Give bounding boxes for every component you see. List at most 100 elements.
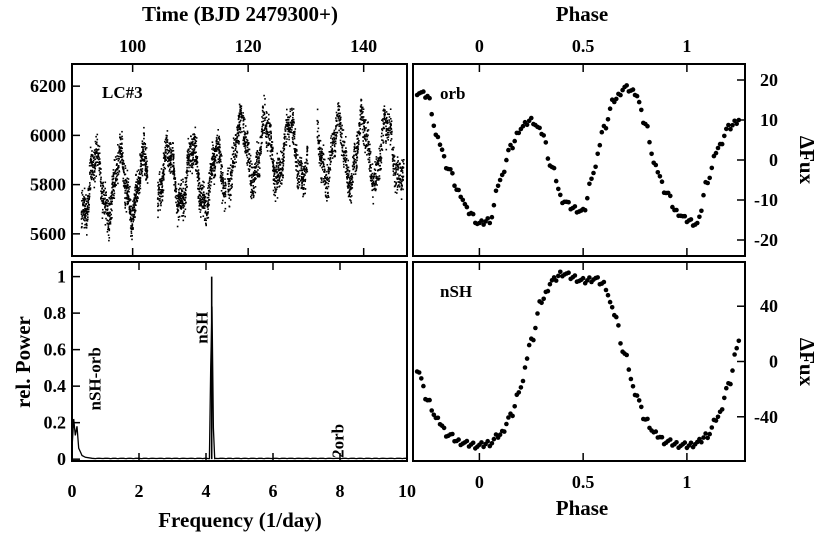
- lightcurve-point: [187, 154, 189, 157]
- lightcurve-point: [317, 148, 320, 150]
- lightcurve-point: [177, 206, 179, 208]
- lightcurve-point: [304, 178, 307, 181]
- orbital-phase-point: [456, 187, 461, 193]
- lightcurve-point: [277, 174, 280, 177]
- lightcurve-point: [220, 171, 222, 173]
- lightcurve-point: [288, 130, 291, 132]
- lightcurve-point: [179, 194, 182, 197]
- lightcurve-point: [215, 146, 217, 148]
- lightcurve-point: [341, 149, 344, 152]
- lightcurve-point: [232, 160, 234, 162]
- lightcurve-point: [273, 166, 275, 169]
- lightcurve-point: [132, 209, 134, 212]
- lightcurve-point: [371, 179, 373, 181]
- nsh-phase-point: [512, 404, 517, 409]
- lightcurve-point: [322, 162, 325, 165]
- lightcurve-point: [399, 178, 401, 181]
- lightcurve-point: [146, 174, 149, 176]
- lightcurve-point: [192, 140, 194, 143]
- lightcurve-point: [379, 152, 382, 155]
- lightcurve-point: [136, 196, 139, 198]
- lightcurve-point: [269, 125, 272, 128]
- lightcurve-point: [216, 154, 218, 156]
- lightcurve-point: [280, 171, 283, 174]
- lightcurve-point: [265, 135, 267, 138]
- nsh-phase-point: [732, 352, 737, 357]
- lightcurve-point: [248, 170, 250, 172]
- periodogram-y-tick-label: 0.2: [44, 413, 67, 433]
- lightcurve-point: [133, 219, 135, 221]
- lightcurve-point: [136, 200, 138, 203]
- lightcurve-point: [238, 143, 240, 145]
- lightcurve-point: [382, 139, 384, 142]
- lightcurve-point: [166, 148, 168, 151]
- lightcurve-point: [334, 131, 337, 134]
- lightcurve-point: [111, 194, 113, 196]
- lightcurve-point: [349, 188, 352, 191]
- lightcurve-point: [109, 203, 112, 206]
- lightcurve-point: [353, 165, 356, 168]
- lightcurve-point: [198, 187, 201, 190]
- lightcurve-point: [138, 192, 140, 195]
- lightcurve-point: [233, 161, 235, 164]
- lightcurve-point: [139, 182, 142, 185]
- lightcurve-point: [207, 200, 209, 202]
- lightcurve-point: [91, 150, 93, 152]
- lightcurve-point: [114, 184, 116, 187]
- orbital-phase-point: [520, 123, 526, 129]
- lightcurve-point: [101, 182, 104, 185]
- lightcurve-point: [329, 159, 331, 161]
- lightcurve-point: [106, 199, 109, 201]
- lightcurve-point: [234, 149, 237, 151]
- lightcurve-point: [277, 181, 280, 184]
- lightcurve-point: [342, 160, 345, 163]
- lightcurve-point: [288, 123, 290, 126]
- orbital-phase-point: [429, 111, 435, 117]
- lightcurve-point: [376, 161, 378, 164]
- lightcurve-point: [85, 219, 88, 222]
- lightcurve-point: [219, 143, 221, 146]
- lightcurve-point: [354, 173, 357, 175]
- lightcurve-point: [210, 163, 213, 165]
- lightcurve-point: [124, 165, 127, 167]
- lightcurve-point: [224, 185, 226, 187]
- lightcurve-point: [318, 134, 320, 137]
- lightcurve-point: [243, 116, 245, 119]
- lightcurve-point: [321, 154, 323, 157]
- lightcurve-point: [130, 232, 133, 235]
- lightcurve-point: [296, 186, 299, 188]
- lightcurve-point: [295, 165, 297, 167]
- lightcurve-point: [239, 106, 241, 109]
- lightcurve-point: [139, 179, 141, 181]
- lightcurve-point: [220, 155, 223, 157]
- lightcurve-point: [141, 140, 144, 142]
- lightcurve-point: [93, 149, 96, 151]
- lightcurve-point: [213, 154, 215, 157]
- lightcurve-point: [337, 123, 339, 126]
- lightcurve-point: [230, 158, 233, 160]
- lightcurve-point: [262, 114, 265, 117]
- lightcurve-point: [326, 176, 329, 179]
- orbital-phase-point: [634, 93, 640, 99]
- lightcurve-point: [272, 158, 274, 160]
- lightcurve-point: [158, 173, 161, 175]
- lightcurve-point: [226, 178, 229, 180]
- lightcurve-point: [120, 153, 122, 155]
- lightcurve-point: [131, 218, 133, 220]
- lightcurve-point: [243, 130, 245, 133]
- lightcurve-point: [116, 155, 118, 157]
- lightcurve-point: [103, 212, 105, 214]
- lightcurve-point: [378, 175, 381, 177]
- lightcurve-point: [331, 151, 333, 154]
- lightcurve-point: [128, 211, 131, 214]
- lightcurve-point: [353, 148, 355, 151]
- lightcurve-point: [182, 214, 185, 217]
- orbital-phase-point: [551, 165, 557, 171]
- lightcurve-point: [200, 184, 202, 186]
- nsh-phase-x-tick-label: 0.5: [572, 472, 595, 492]
- lightcurve-point: [295, 149, 297, 151]
- lightcurve-point: [89, 171, 91, 174]
- nsh-phase-point: [479, 440, 484, 445]
- lightcurve-point: [382, 109, 384, 112]
- lightcurve-point: [227, 189, 230, 191]
